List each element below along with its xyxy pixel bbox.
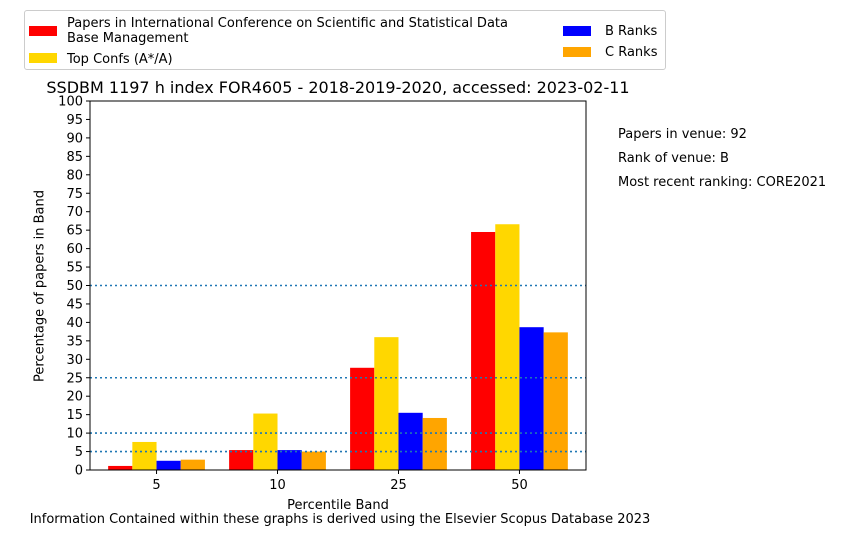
y-tick-label-35: 35 — [66, 334, 83, 349]
bar-25-series-4 — [422, 417, 447, 470]
x-tick-label-25: 25 — [390, 478, 407, 493]
y-tick-label-70: 70 — [66, 205, 83, 220]
bar-10-series-3 — [277, 450, 302, 470]
legend-label-top-confs: Top Confs (A*/A) — [67, 52, 173, 67]
legend-label-c-ranks: C Ranks — [605, 45, 658, 60]
y-tick-label-50: 50 — [66, 279, 83, 294]
y-tick-label-75: 75 — [66, 187, 83, 202]
y-tick-label-55: 55 — [66, 261, 83, 276]
bar-50-series-4 — [543, 332, 568, 470]
plot-frame — [89, 100, 587, 471]
bar-25-series-1 — [350, 367, 375, 470]
y-tick-label-45: 45 — [66, 297, 83, 312]
y-tick-label-95: 95 — [66, 113, 83, 128]
legend-swatch-c-ranks — [563, 47, 591, 57]
y-tick-label-80: 80 — [66, 168, 83, 183]
bar-5-series-1 — [108, 465, 133, 470]
most-recent-ranking: Most recent ranking: CORE2021 — [618, 175, 827, 190]
y-tick-label-25: 25 — [66, 371, 83, 386]
bar-10-series-1 — [229, 450, 254, 470]
x-tick-label-10: 10 — [269, 478, 286, 493]
bar-50-series-1 — [471, 231, 496, 470]
y-axis-label: Percentage of papers in Band — [32, 189, 48, 383]
y-tick-label-20: 20 — [66, 390, 83, 405]
legend-label-venue-line2: Base Management — [67, 31, 189, 46]
y-tick-label-40: 40 — [66, 316, 83, 331]
chart-title: SSDBM 1197 h index FOR4605 - 2018-2019-2… — [46, 78, 630, 97]
legend-label-venue-line1: Papers in International Conference on Sc… — [67, 16, 508, 31]
y-tick-label-5: 5 — [75, 445, 83, 460]
papers-in-venue: Papers in venue: 92 — [618, 127, 747, 142]
bar-50-series-3 — [519, 327, 544, 470]
y-tick-label-30: 30 — [66, 353, 83, 368]
x-tick-label-5: 5 — [152, 478, 160, 493]
legend-swatch-top-confs — [29, 53, 57, 63]
y-tick-label-60: 60 — [66, 242, 83, 257]
y-tick-label-100: 100 — [58, 95, 83, 110]
footer-note: Information Contained within these graph… — [29, 512, 651, 527]
y-tick-label-0: 0 — [75, 464, 83, 479]
bar-50-series-2 — [495, 224, 520, 470]
bar-10-series-4 — [301, 451, 326, 470]
x-axis-label: Percentile Band — [287, 498, 389, 513]
y-tick-label-90: 90 — [66, 131, 83, 146]
bar-25-series-3 — [398, 412, 423, 470]
bar-5-series-3 — [156, 460, 181, 470]
y-tick-label-15: 15 — [66, 408, 83, 423]
bar-10-series-2 — [253, 413, 278, 470]
y-tick-label-10: 10 — [66, 427, 83, 442]
rank-of-venue: Rank of venue: B — [618, 151, 729, 166]
y-tick-label-85: 85 — [66, 150, 83, 165]
legend-label-b-ranks: B Ranks — [605, 24, 658, 39]
bar-5-series-2 — [132, 441, 157, 470]
legend-swatch-venue — [29, 26, 57, 36]
bar-5-series-4 — [180, 459, 205, 470]
bar-25-series-2 — [374, 337, 399, 470]
legend-swatch-b-ranks — [563, 26, 591, 36]
y-tick-label-65: 65 — [66, 224, 83, 239]
x-tick-label-50: 50 — [511, 478, 528, 493]
legend: Papers in International Conference on Sc… — [24, 10, 666, 70]
